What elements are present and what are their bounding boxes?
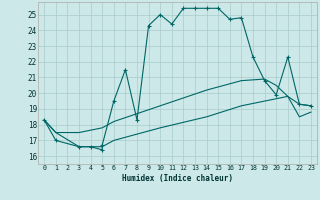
X-axis label: Humidex (Indice chaleur): Humidex (Indice chaleur) — [122, 174, 233, 183]
